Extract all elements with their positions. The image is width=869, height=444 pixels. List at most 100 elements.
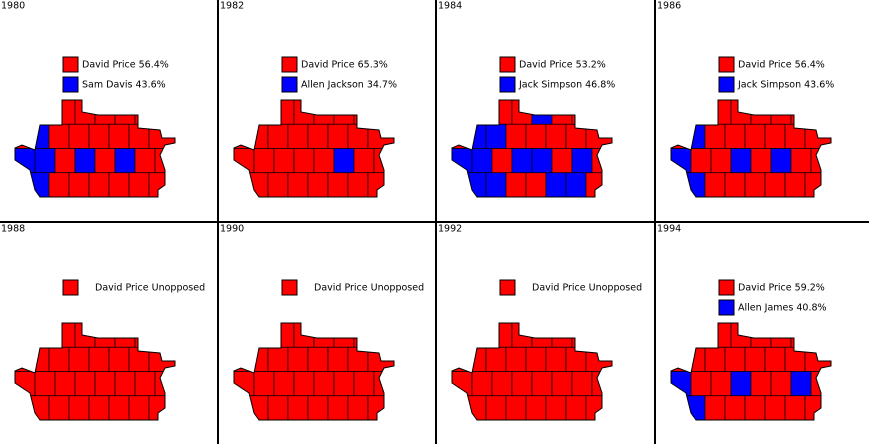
county [333, 371, 355, 397]
county [234, 323, 255, 348]
legend-label: David Price Unopposed [532, 283, 642, 294]
county [690, 100, 712, 125]
legend-swatch [62, 56, 79, 73]
county [114, 323, 136, 348]
county [128, 395, 150, 420]
county [671, 371, 692, 397]
county [148, 395, 175, 420]
county-outline [14, 99, 176, 198]
county [571, 371, 593, 397]
legend-label: Jack Simpson 46.8% [518, 80, 615, 91]
map-panel: 1992 David Price Unopposed [438, 224, 642, 421]
county [724, 395, 746, 420]
county [114, 371, 136, 397]
county [545, 395, 567, 420]
county [770, 100, 792, 125]
county [74, 148, 96, 174]
county [347, 172, 369, 197]
county [690, 371, 712, 397]
county [704, 395, 726, 420]
county [234, 371, 255, 397]
county [505, 395, 527, 420]
county [764, 172, 786, 197]
legend-label: David Price 56.4% [82, 60, 169, 71]
county [15, 100, 36, 125]
county [704, 123, 726, 149]
county [551, 323, 573, 348]
county [287, 395, 309, 420]
county [810, 323, 831, 348]
county [88, 346, 110, 372]
legend-swatch [281, 56, 298, 73]
county [551, 371, 573, 397]
county [327, 123, 349, 149]
county-outline [451, 322, 613, 421]
county [108, 172, 130, 197]
county [267, 395, 289, 420]
map-panel: 1980 David Price 56.4% Sam Davis 43.6% [1, 1, 176, 198]
county [307, 395, 329, 420]
county [108, 123, 130, 149]
county [531, 148, 553, 174]
county [724, 123, 746, 149]
county [710, 323, 732, 348]
county [471, 100, 493, 125]
county [34, 148, 56, 174]
county [34, 100, 56, 125]
year-label: 1994 [657, 224, 681, 235]
county [591, 100, 612, 125]
county [34, 371, 56, 397]
legend-swatch [281, 76, 298, 93]
county [253, 323, 275, 348]
legend-swatch [281, 279, 298, 296]
county [367, 172, 394, 197]
legend-label: Allen Jackson 34.7% [301, 80, 397, 91]
county [234, 100, 255, 125]
county [770, 148, 792, 174]
county [531, 323, 553, 348]
county [511, 371, 533, 397]
county [287, 123, 309, 149]
county [491, 371, 513, 397]
county [48, 395, 70, 420]
map-panel: 1994 David Price 59.2% Allen James 40.8% [657, 224, 832, 421]
county-map [234, 100, 394, 197]
county [353, 371, 375, 397]
county [770, 323, 792, 348]
county [54, 100, 76, 125]
year-label: 1990 [220, 224, 244, 235]
county [505, 172, 527, 197]
county [15, 323, 36, 348]
county [485, 172, 507, 197]
county [94, 371, 116, 397]
county [764, 395, 786, 420]
county-outline [451, 99, 613, 198]
county [307, 346, 329, 372]
county [744, 172, 766, 197]
county [710, 148, 732, 174]
county [108, 395, 130, 420]
county [545, 346, 567, 372]
county-outline [14, 322, 176, 421]
county [505, 346, 527, 372]
legend-swatch [62, 76, 79, 93]
year-label: 1980 [1, 1, 25, 12]
county [724, 346, 746, 372]
county [54, 371, 76, 397]
county [491, 148, 513, 174]
county [68, 172, 90, 197]
county [804, 395, 831, 420]
county [234, 148, 255, 174]
county [287, 172, 309, 197]
legend-swatch [499, 76, 516, 93]
county-outline [233, 99, 395, 198]
county [88, 123, 110, 149]
county [88, 172, 110, 197]
county [108, 346, 130, 372]
county [114, 148, 136, 174]
county [54, 148, 76, 174]
county [531, 100, 553, 125]
county [790, 371, 812, 397]
county [724, 172, 746, 197]
